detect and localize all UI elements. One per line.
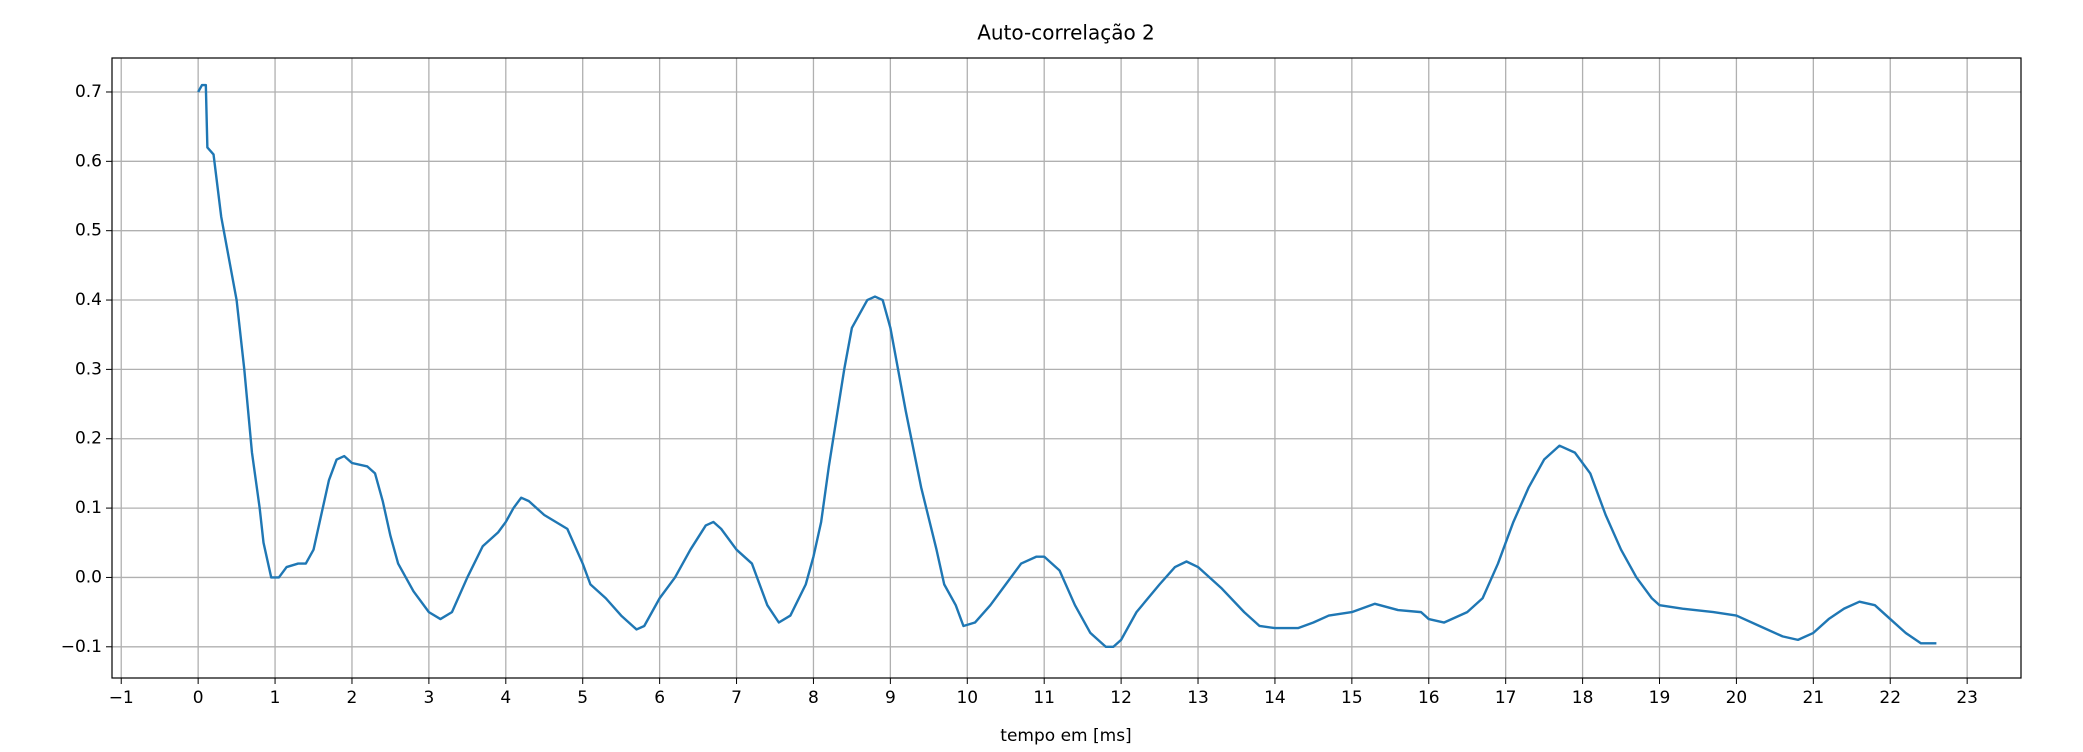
x-tick-label: 11 [1033,688,1055,708]
chart-title: Auto-correlação 2 [977,21,1155,45]
x-tick-label: 3 [423,688,434,708]
y-tick-label: 0.2 [75,429,102,449]
x-tick-label: 22 [1879,688,1901,708]
y-tick-label: 0.5 [75,221,102,241]
x-tick-label: 1 [270,688,281,708]
x-tick-label: −1 [109,688,134,708]
x-tick-label: 14 [1264,688,1286,708]
x-tick-label: 2 [347,688,358,708]
plot-frame [111,57,2022,679]
x-tick-label: 0 [193,688,204,708]
y-tick-label: −0.1 [61,637,102,657]
y-tick-label: 0.7 [75,82,102,102]
x-tick-label: 23 [1956,688,1978,708]
x-tick-label: 4 [500,688,511,708]
x-tick-label: 15 [1341,688,1363,708]
x-tick-label: 19 [1649,688,1671,708]
x-tick-label: 5 [577,688,588,708]
x-tick-label: 20 [1726,688,1748,708]
y-tick-label: 0.0 [75,567,102,587]
x-tick-label: 12 [1110,688,1132,708]
x-tick-label: 18 [1572,688,1594,708]
x-tick-label: 8 [808,688,819,708]
x-tick-label: 21 [1803,688,1825,708]
y-tick-label: 0.4 [75,290,102,310]
x-tick-label: 10 [956,688,978,708]
x-axis-label: tempo em [ms] [1000,726,1131,746]
x-tick-label: 13 [1187,688,1209,708]
x-tick-label: 9 [885,688,896,708]
y-tick-label: 0.1 [75,498,102,518]
data-line [197,83,1937,648]
x-tick-label: 17 [1495,688,1517,708]
x-tick-label: 6 [654,688,665,708]
y-tick-label: 0.3 [75,359,102,379]
y-tick-label: 0.6 [75,151,102,171]
x-tick-label: 16 [1418,688,1440,708]
x-tick-label: 7 [731,688,742,708]
